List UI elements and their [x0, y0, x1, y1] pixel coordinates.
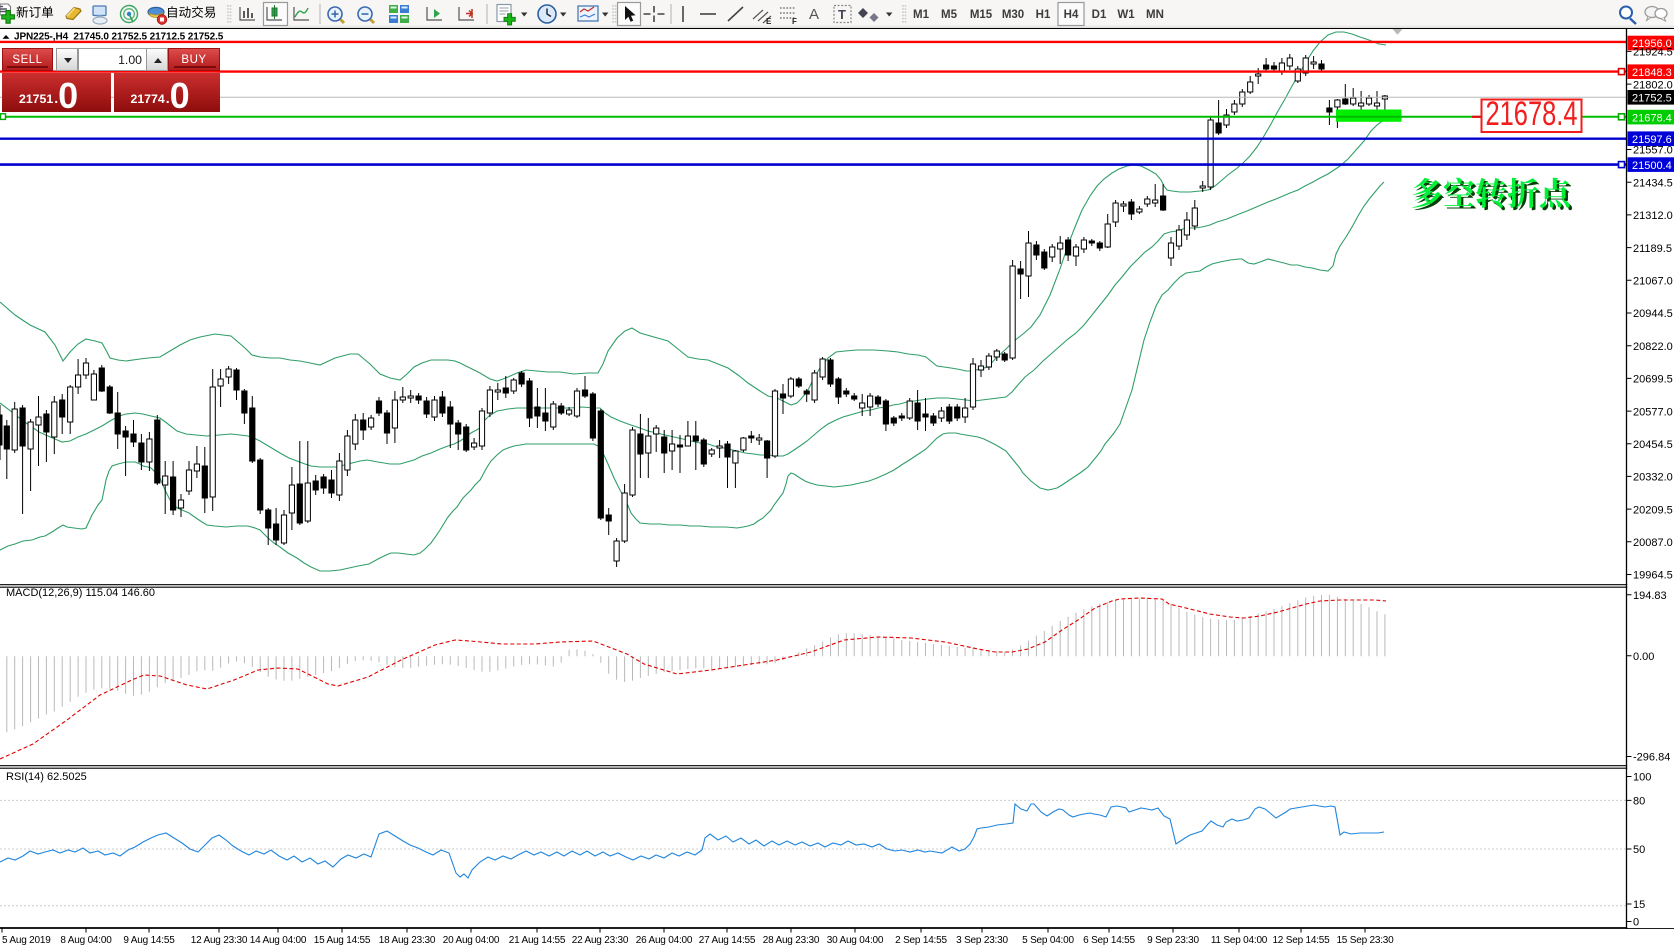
- svg-text:11 Sep 04:00: 11 Sep 04:00: [1211, 935, 1268, 946]
- svg-text:20577.0: 20577.0: [1633, 406, 1673, 418]
- svg-text:21597.6: 21597.6: [1632, 134, 1672, 146]
- svg-text:2 Sep 14:55: 2 Sep 14:55: [895, 935, 947, 946]
- svg-text:21312.0: 21312.0: [1633, 210, 1673, 222]
- svg-text:30 Aug 04:00: 30 Aug 04:00: [827, 935, 884, 946]
- svg-text:21956.0: 21956.0: [1632, 38, 1672, 50]
- svg-text:5 Sep 04:00: 5 Sep 04:00: [1022, 935, 1074, 946]
- svg-text:20699.5: 20699.5: [1633, 374, 1673, 386]
- svg-text:21 Aug 14:55: 21 Aug 14:55: [509, 935, 566, 946]
- svg-text:21500.4: 21500.4: [1632, 160, 1672, 172]
- svg-text:15 Aug 14:55: 15 Aug 14:55: [314, 935, 371, 946]
- svg-text:20087.0: 20087.0: [1633, 537, 1673, 549]
- svg-text:22 Aug 23:30: 22 Aug 23:30: [572, 935, 629, 946]
- svg-text:9 Sep 23:30: 9 Sep 23:30: [1147, 935, 1199, 946]
- svg-text:194.83: 194.83: [1633, 590, 1667, 602]
- svg-text:20332.0: 20332.0: [1633, 472, 1673, 484]
- svg-text:12 Sep 14:55: 12 Sep 14:55: [1272, 935, 1330, 946]
- svg-text:W1: W1: [1117, 9, 1135, 21]
- svg-text:21067.0: 21067.0: [1633, 276, 1673, 288]
- svg-text:H4: H4: [1064, 9, 1079, 21]
- svg-text:F: F: [792, 17, 797, 26]
- svg-text:MN: MN: [1146, 9, 1164, 21]
- svg-text:D1: D1: [1092, 9, 1107, 21]
- svg-text:21924.5: 21924.5: [1633, 47, 1673, 59]
- svg-text:M5: M5: [941, 9, 958, 21]
- svg-text:M15: M15: [970, 9, 993, 21]
- svg-text:H1: H1: [1036, 9, 1051, 21]
- svg-text:18 Aug 23:30: 18 Aug 23:30: [379, 935, 436, 946]
- svg-text:JPN225-,H4 21745.0 21752.5 21: JPN225-,H4 21745.0 21752.5 21712.5 21752…: [14, 32, 224, 43]
- svg-text:A: A: [809, 6, 819, 23]
- svg-text:14 Aug 04:00: 14 Aug 04:00: [250, 935, 307, 946]
- svg-text:50: 50: [1633, 844, 1645, 856]
- svg-text:21752.5: 21752.5: [1632, 93, 1672, 105]
- svg-text:21848.3: 21848.3: [1632, 67, 1672, 79]
- svg-text:T: T: [838, 7, 846, 22]
- svg-text:8 Aug 04:00: 8 Aug 04:00: [60, 935, 112, 946]
- svg-text:19964.5: 19964.5: [1633, 570, 1673, 582]
- svg-text:M30: M30: [1002, 9, 1024, 21]
- svg-text:21189.5: 21189.5: [1633, 243, 1672, 255]
- svg-text:20822.0: 20822.0: [1633, 341, 1673, 353]
- svg-text:100: 100: [1633, 772, 1651, 784]
- svg-text:E: E: [766, 17, 772, 26]
- svg-text:80: 80: [1633, 796, 1645, 808]
- svg-text:MACD(12,26,9) 115.04 146.60: MACD(12,26,9) 115.04 146.60: [6, 587, 155, 599]
- svg-text:21802.0: 21802.0: [1633, 79, 1673, 91]
- svg-text:20209.5: 20209.5: [1633, 504, 1673, 516]
- svg-text:15: 15: [1633, 899, 1645, 911]
- svg-text:21678.4: 21678.4: [1632, 112, 1672, 124]
- svg-text:26 Aug 04:00: 26 Aug 04:00: [636, 935, 693, 946]
- svg-text:21557.0: 21557.0: [1633, 145, 1673, 157]
- svg-text:M1: M1: [913, 9, 930, 21]
- svg-text:6 Sep 14:55: 6 Sep 14:55: [1083, 935, 1135, 946]
- svg-text:20944.5: 20944.5: [1633, 308, 1673, 320]
- svg-text:0: 0: [1633, 917, 1639, 929]
- svg-text:3 Sep 23:30: 3 Sep 23:30: [956, 935, 1008, 946]
- svg-text:27 Aug 14:55: 27 Aug 14:55: [699, 935, 756, 946]
- svg-text:-296.84: -296.84: [1633, 752, 1670, 764]
- svg-text:15 Sep 23:30: 15 Sep 23:30: [1336, 935, 1394, 946]
- svg-text:20 Aug 04:00: 20 Aug 04:00: [443, 935, 500, 946]
- svg-text:5 Aug 2019: 5 Aug 2019: [2, 935, 51, 946]
- svg-text:0.00: 0.00: [1633, 651, 1654, 663]
- svg-text:20454.5: 20454.5: [1633, 439, 1673, 451]
- svg-text:12 Aug 23:30: 12 Aug 23:30: [191, 935, 248, 946]
- svg-text:21678.4: 21678.4: [1486, 95, 1578, 133]
- svg-text:RSI(14) 62.5025: RSI(14) 62.5025: [6, 771, 87, 783]
- svg-text:28 Aug 23:30: 28 Aug 23:30: [763, 935, 820, 946]
- svg-text:21434.5: 21434.5: [1633, 177, 1673, 189]
- svg-text:9 Aug 14:55: 9 Aug 14:55: [123, 935, 175, 946]
